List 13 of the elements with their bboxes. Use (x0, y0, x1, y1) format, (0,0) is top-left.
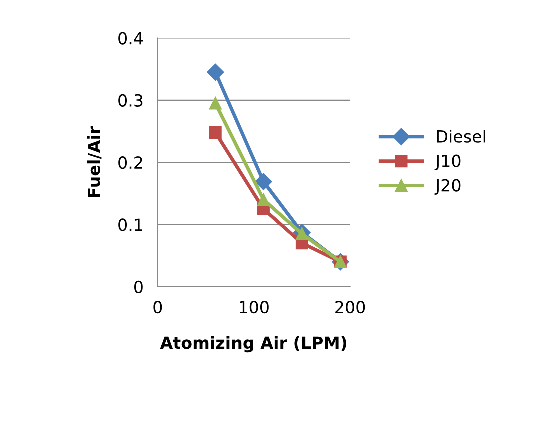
x-axis-title: Atomizing Air (LPM) (160, 336, 347, 353)
y-tick-label: 0.4 (118, 32, 144, 45)
y-tick-label: 0.3 (118, 94, 143, 107)
y-tick-label: 0 (134, 280, 143, 294)
y-tick-label: 0.2 (118, 156, 142, 170)
x-tick-label: 100 (240, 301, 269, 314)
legend-label: Diesel (437, 130, 486, 143)
y-tick-label: 0.1 (118, 218, 142, 232)
legend-label: J20 (434, 179, 461, 195)
legend-label: J10 (434, 154, 461, 170)
y-axis-title: Fuel/Air (87, 126, 102, 198)
x-tick-label: 200 (336, 301, 366, 314)
x-tick-label: 0 (154, 301, 162, 314)
